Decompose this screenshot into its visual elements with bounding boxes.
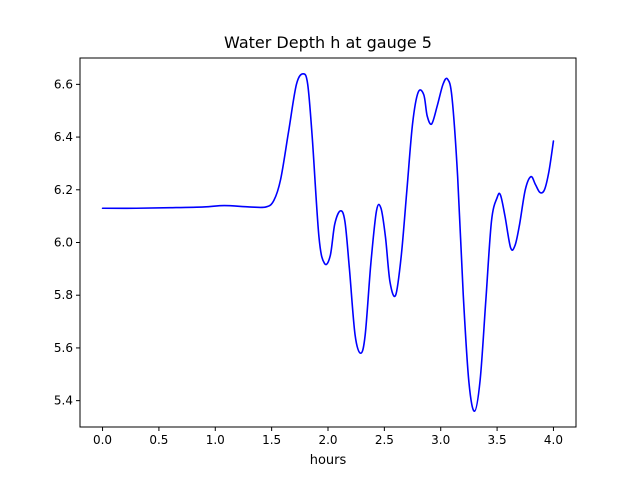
- y-tick-label: 5.8: [54, 288, 73, 302]
- plot-area: [80, 58, 576, 427]
- x-tick-label: 3.5: [488, 433, 507, 447]
- x-tick-label: 1.5: [262, 433, 281, 447]
- series-layer: [101, 73, 555, 412]
- x-tick-label: 1.0: [206, 433, 225, 447]
- y-tick-label: 6.0: [54, 236, 73, 250]
- y-tick-label: 6.6: [54, 77, 73, 91]
- y-tick-label: 5.6: [54, 341, 73, 355]
- x-tick-label: 3.0: [431, 433, 450, 447]
- x-axis-label: hours: [309, 453, 347, 468]
- x-axis-ticks: 0.0 0.5 1.0 1.5 2.0 2.5 3.0 3.5 4.0: [93, 427, 563, 447]
- y-tick-label: 5.4: [54, 394, 73, 408]
- x-tick-label: 0.0: [93, 433, 112, 447]
- x-tick-label: 2.0: [318, 433, 337, 447]
- y-tick-label: 6.2: [54, 183, 73, 197]
- x-tick-label: 0.5: [149, 433, 168, 447]
- y-tick-label: 6.4: [54, 130, 73, 144]
- y-axis-ticks: 5.4 5.6 5.8 6.0 6.2 6.4 6.6: [54, 77, 80, 408]
- x-tick-label: 2.5: [375, 433, 394, 447]
- chart-title: Water Depth h at gauge 5: [224, 33, 432, 52]
- x-tick-label: 4.0: [544, 433, 563, 447]
- series-line-0: [101, 73, 555, 412]
